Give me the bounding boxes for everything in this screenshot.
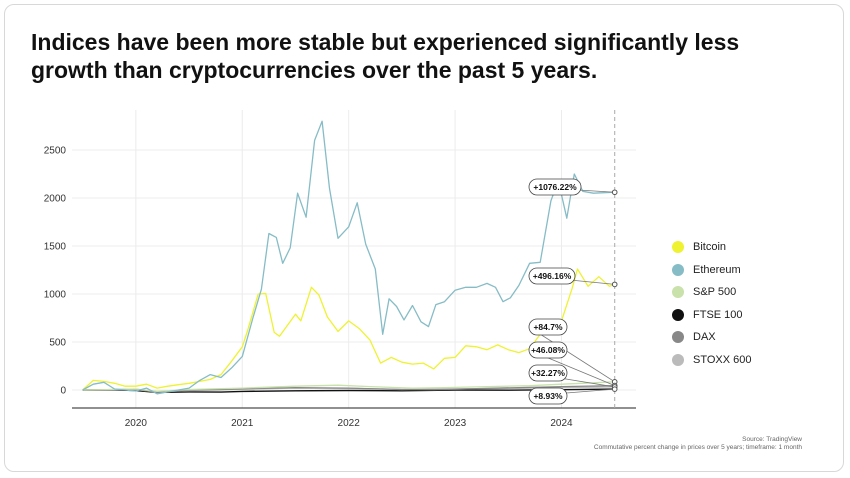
series-line-ethereum bbox=[82, 120, 615, 395]
x-tick-label: 2020 bbox=[125, 418, 148, 429]
callout-label-ftse-100: +8.93% bbox=[533, 391, 563, 401]
legend-label: Bitcoin bbox=[693, 241, 727, 254]
legend-item: STOXX 600 bbox=[672, 349, 752, 372]
legend-swatch bbox=[672, 353, 684, 366]
callout-label-s-p-500: +84.7% bbox=[533, 322, 563, 332]
callout-box-bitcoin bbox=[528, 267, 576, 285]
chart-card bbox=[4, 4, 844, 472]
endpoint-marker-ftse-100 bbox=[611, 386, 618, 392]
chart-legend: Bitcoin Ethereum S&P 500 FTSE 100 DAX STOXX 6… bbox=[672, 236, 752, 371]
y-tick-label: 0 bbox=[60, 386, 66, 397]
source-note: Source: TradingView Commutative percent … bbox=[594, 436, 802, 452]
endpoint-marker-bitcoin bbox=[611, 281, 618, 288]
callout-box-ftse-100 bbox=[528, 387, 568, 405]
x-tick-label: 2023 bbox=[444, 418, 467, 429]
y-tick-label: 2000 bbox=[44, 194, 67, 205]
x-tick-label: 2022 bbox=[338, 418, 361, 429]
y-tick-label: 2500 bbox=[44, 146, 67, 157]
callout-box-dax bbox=[528, 341, 568, 359]
legend-label: Ethereum bbox=[693, 263, 741, 276]
legend-label: FTSE 100 bbox=[693, 308, 743, 321]
legend-swatch bbox=[672, 308, 684, 321]
legend-label: S&P 500 bbox=[693, 286, 737, 299]
x-tick-label: 2024 bbox=[550, 418, 573, 429]
legend-item: FTSE 100 bbox=[672, 304, 752, 327]
source-line: Source: TradingView bbox=[742, 436, 802, 443]
callout-label-stoxx-600: +32.27% bbox=[531, 368, 565, 378]
chart-title: Indices have been more stable but experi… bbox=[31, 29, 740, 83]
methodology-line: Commutative percent change in prices ove… bbox=[593, 444, 802, 451]
endpoint-marker-ethereum bbox=[611, 189, 618, 196]
legend-item: Ethereum bbox=[672, 259, 752, 282]
callout-box-ethereum bbox=[528, 178, 582, 196]
legend-swatch bbox=[672, 263, 684, 276]
legend-swatch bbox=[672, 286, 684, 299]
callout-label-ethereum: +1076.22% bbox=[533, 182, 577, 192]
legend-item: Bitcoin bbox=[672, 236, 752, 259]
y-tick-label: 500 bbox=[49, 338, 66, 349]
y-tick-label: 1000 bbox=[44, 290, 67, 301]
legend-item: S&P 500 bbox=[672, 281, 752, 304]
callout-leader-s-p-500 bbox=[528, 326, 615, 383]
y-tick-label: 1500 bbox=[44, 242, 67, 253]
legend-label: DAX bbox=[693, 331, 716, 344]
callout-label-bitcoin: +496.16% bbox=[533, 271, 572, 281]
legend-swatch bbox=[672, 241, 684, 254]
legend-swatch bbox=[672, 331, 684, 344]
callout-label-dax: +46.08% bbox=[531, 345, 565, 355]
legend-item: DAX bbox=[672, 326, 752, 349]
x-tick-label: 2021 bbox=[231, 418, 254, 429]
callout-box-s-p-500 bbox=[528, 318, 568, 336]
series-line-ftse-100 bbox=[82, 388, 615, 394]
legend-label: STOXX 600 bbox=[693, 353, 752, 366]
callout-box-stoxx-600 bbox=[528, 364, 568, 382]
